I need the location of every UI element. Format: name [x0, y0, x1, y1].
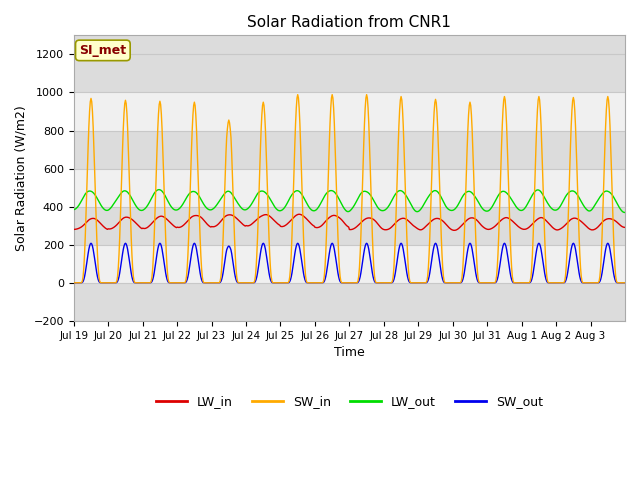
- Bar: [74, 36, 625, 54]
- Bar: [74, 131, 625, 168]
- Y-axis label: Solar Radiation (W/m2): Solar Radiation (W/m2): [15, 105, 28, 251]
- Bar: [74, 93, 625, 131]
- Bar: [74, 54, 625, 93]
- X-axis label: Time: Time: [334, 346, 365, 359]
- Text: SI_met: SI_met: [79, 44, 127, 57]
- Bar: [74, 245, 625, 283]
- Bar: [74, 206, 625, 245]
- Legend: LW_in, SW_in, LW_out, SW_out: LW_in, SW_in, LW_out, SW_out: [151, 390, 548, 413]
- Bar: [74, 168, 625, 206]
- Title: Solar Radiation from CNR1: Solar Radiation from CNR1: [248, 15, 451, 30]
- Bar: [74, 283, 625, 321]
